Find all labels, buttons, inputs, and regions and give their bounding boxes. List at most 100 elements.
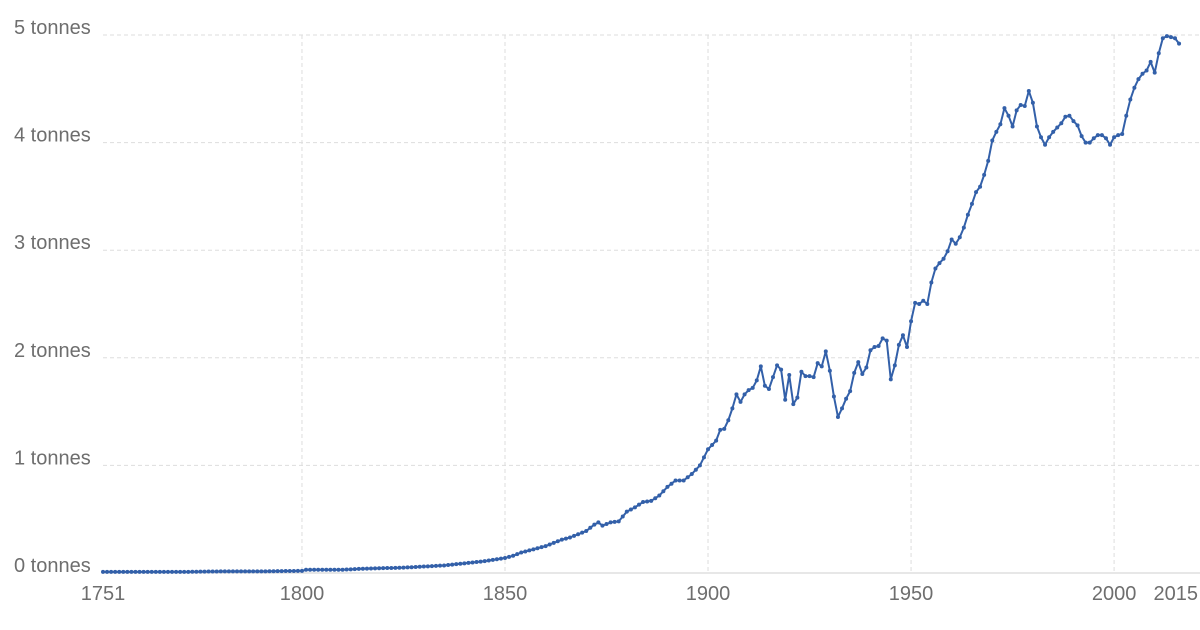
- data-point[interactable]: [478, 559, 483, 564]
- data-point[interactable]: [990, 138, 995, 143]
- data-point[interactable]: [316, 567, 321, 572]
- data-point[interactable]: [433, 563, 438, 568]
- data-point[interactable]: [1067, 113, 1072, 118]
- data-point[interactable]: [535, 546, 540, 551]
- data-point[interactable]: [1022, 104, 1027, 109]
- data-point[interactable]: [251, 569, 256, 574]
- data-point[interactable]: [194, 569, 199, 574]
- data-point[interactable]: [336, 567, 341, 572]
- data-point[interactable]: [1095, 133, 1100, 138]
- data-point[interactable]: [649, 498, 654, 503]
- data-point[interactable]: [641, 499, 646, 504]
- data-point[interactable]: [811, 375, 816, 380]
- data-point[interactable]: [409, 565, 414, 570]
- data-point[interactable]: [665, 484, 670, 489]
- data-point[interactable]: [511, 553, 516, 558]
- data-point[interactable]: [596, 520, 601, 525]
- data-point[interactable]: [470, 560, 475, 565]
- data-point[interactable]: [466, 560, 471, 565]
- data-point[interactable]: [474, 560, 479, 565]
- data-point[interactable]: [653, 496, 658, 501]
- data-point[interactable]: [868, 348, 873, 353]
- data-point[interactable]: [332, 567, 337, 572]
- data-point[interactable]: [645, 499, 650, 504]
- data-point[interactable]: [697, 463, 702, 468]
- data-point[interactable]: [1087, 140, 1092, 145]
- data-point[interactable]: [125, 569, 130, 574]
- data-point[interactable]: [628, 507, 633, 512]
- data-point[interactable]: [247, 569, 252, 574]
- data-point[interactable]: [718, 427, 723, 432]
- data-point[interactable]: [896, 342, 901, 347]
- data-point[interactable]: [397, 565, 402, 570]
- data-point[interactable]: [584, 529, 589, 534]
- data-point[interactable]: [710, 442, 715, 447]
- data-point[interactable]: [117, 569, 122, 574]
- data-point[interactable]: [637, 502, 641, 507]
- data-point[interactable]: [803, 374, 808, 379]
- data-point[interactable]: [1051, 129, 1056, 134]
- data-point[interactable]: [714, 438, 719, 443]
- data-point[interactable]: [304, 567, 309, 572]
- data-point[interactable]: [892, 363, 897, 368]
- data-point[interactable]: [921, 298, 926, 303]
- data-point[interactable]: [957, 235, 962, 240]
- data-point[interactable]: [706, 447, 711, 452]
- data-point[interactable]: [462, 561, 467, 566]
- data-point[interactable]: [1148, 59, 1153, 64]
- data-point[interactable]: [1039, 135, 1043, 140]
- data-point[interactable]: [1063, 114, 1068, 119]
- data-point[interactable]: [612, 519, 617, 524]
- data-point[interactable]: [1156, 51, 1161, 56]
- data-point[interactable]: [998, 122, 1003, 127]
- data-point[interactable]: [129, 569, 134, 574]
- data-point[interactable]: [1173, 36, 1177, 41]
- data-point[interactable]: [230, 569, 235, 574]
- data-point[interactable]: [275, 569, 280, 574]
- data-point[interactable]: [425, 564, 430, 569]
- data-point[interactable]: [1116, 133, 1121, 138]
- data-point[interactable]: [909, 319, 914, 324]
- data-point[interactable]: [1043, 142, 1048, 147]
- data-point[interactable]: [657, 493, 662, 498]
- data-point[interactable]: [458, 561, 463, 566]
- data-point[interactable]: [937, 261, 942, 266]
- data-point[interactable]: [742, 392, 747, 397]
- data-point[interactable]: [413, 564, 418, 569]
- data-point[interactable]: [563, 536, 568, 541]
- data-point[interactable]: [539, 545, 544, 550]
- data-point[interactable]: [673, 478, 678, 483]
- data-point[interactable]: [1120, 131, 1125, 136]
- data-point[interactable]: [689, 472, 694, 477]
- data-point[interactable]: [1055, 125, 1060, 130]
- data-point[interactable]: [738, 399, 743, 404]
- data-point[interactable]: [1099, 133, 1104, 138]
- data-point[interactable]: [669, 481, 674, 486]
- data-point[interactable]: [754, 378, 759, 383]
- data-point[interactable]: [572, 533, 577, 538]
- data-point[interactable]: [933, 266, 938, 271]
- data-point[interactable]: [308, 567, 313, 572]
- data-point[interactable]: [417, 564, 422, 569]
- data-point[interactable]: [373, 566, 378, 571]
- data-point[interactable]: [291, 568, 296, 573]
- data-point[interactable]: [141, 569, 146, 574]
- data-point[interactable]: [961, 225, 966, 230]
- data-point[interactable]: [1124, 113, 1129, 118]
- data-point[interactable]: [762, 383, 767, 388]
- data-point[interactable]: [259, 569, 264, 574]
- data-point[interactable]: [377, 566, 382, 571]
- data-point[interactable]: [153, 569, 158, 574]
- data-point[interactable]: [1108, 142, 1113, 147]
- data-point[interactable]: [604, 522, 609, 527]
- data-point[interactable]: [974, 190, 979, 195]
- data-point[interactable]: [884, 338, 889, 343]
- data-point[interactable]: [198, 569, 203, 574]
- data-point[interactable]: [823, 349, 828, 354]
- data-point[interactable]: [840, 406, 845, 411]
- data-point[interactable]: [547, 542, 552, 547]
- data-point[interactable]: [527, 548, 532, 553]
- data-point[interactable]: [986, 158, 991, 163]
- data-point[interactable]: [872, 345, 877, 350]
- data-point[interactable]: [206, 569, 211, 574]
